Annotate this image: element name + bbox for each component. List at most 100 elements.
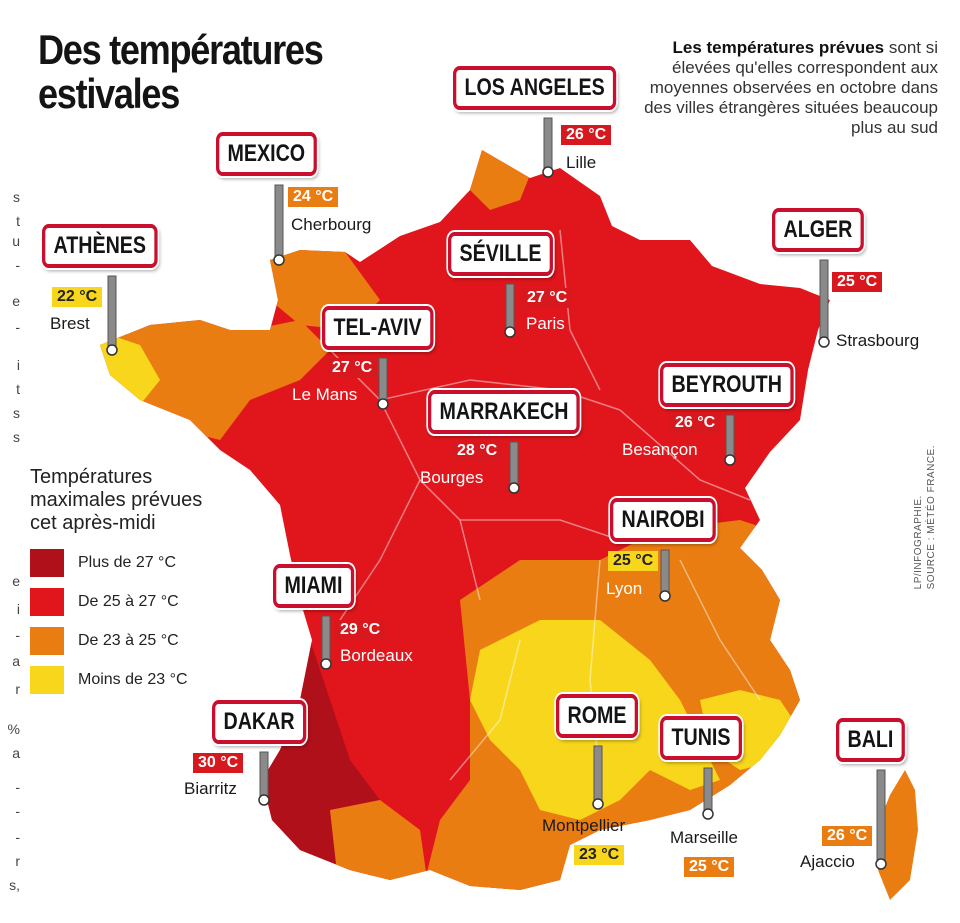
credit-line-1: LP/INFOGRAPHIE. bbox=[913, 495, 924, 590]
temp-badge-lyon: 25 °C bbox=[608, 551, 659, 571]
sign-marrakech: MARRAKECH bbox=[428, 390, 580, 434]
temp-badge-bordeaux: 29 °C bbox=[335, 620, 386, 640]
margin-fragment: s bbox=[13, 189, 20, 205]
city-label-montpellier: Montpellier bbox=[542, 816, 626, 835]
margin-fragment: t bbox=[16, 213, 20, 229]
sign-athenes: ATHÈNES bbox=[42, 224, 158, 268]
margin-fragment: s, bbox=[9, 877, 20, 893]
legend-label: Moins de 23 °C bbox=[78, 670, 188, 688]
margin-fragment: - bbox=[15, 257, 20, 273]
margin-fragment: e bbox=[12, 293, 20, 309]
temp-badge-bourges: 28 °C bbox=[452, 441, 503, 461]
city-label-brest: Brest bbox=[50, 314, 90, 333]
legend-swatch bbox=[30, 548, 64, 577]
legend-label: De 23 à 25 °C bbox=[78, 631, 179, 649]
sign-post bbox=[505, 283, 515, 331]
margin-fragment: - bbox=[15, 319, 20, 335]
city-label-cherbourg: Cherbourg bbox=[291, 215, 372, 234]
sign-post bbox=[509, 441, 519, 487]
temp-badge-le-mans: 27 °C bbox=[327, 358, 378, 378]
margin-fragment: t bbox=[16, 381, 20, 397]
sign-posts bbox=[106, 117, 887, 870]
city-label-besancon: Besançon bbox=[622, 440, 698, 459]
temp-badge-paris: 27 °C bbox=[522, 288, 573, 308]
legend-swatch bbox=[30, 665, 64, 694]
city-location-dot bbox=[592, 798, 604, 810]
temp-badge-brest: 22 °C bbox=[52, 287, 103, 307]
sign-los-angeles: LOS ANGELES bbox=[453, 66, 617, 110]
temp-badge-ajaccio: 26 °C bbox=[822, 826, 873, 846]
source-credit: LP/INFOGRAPHIE. SOURCE : MÉTÉO FRANCE. bbox=[912, 445, 938, 589]
margin-fragment: u bbox=[12, 233, 20, 249]
city-location-dot bbox=[702, 808, 714, 820]
legend-label: De 25 à 27 °C bbox=[78, 592, 179, 610]
city-label-bourges: Bourges bbox=[420, 468, 484, 487]
margin-fragment: - bbox=[15, 627, 20, 643]
legend-label: Plus de 27 °C bbox=[78, 553, 177, 571]
temp-badge-strasbourg: 25 °C bbox=[832, 272, 883, 292]
city-location-dot bbox=[320, 658, 332, 670]
margin-fragment: r bbox=[15, 853, 20, 869]
sign-miami: MIAMI bbox=[273, 564, 354, 608]
page-title: Des températures estivales bbox=[38, 26, 324, 117]
city-label-paris: Paris bbox=[526, 314, 565, 333]
margin-fragment: - bbox=[15, 779, 20, 795]
city-label-bordeaux: Bordeaux bbox=[340, 646, 413, 665]
city-label-lyon: Lyon bbox=[606, 579, 643, 598]
margin-fragment: s bbox=[13, 429, 20, 445]
city-location-dot bbox=[377, 398, 389, 410]
margin-fragment: r bbox=[15, 681, 20, 697]
sign-post bbox=[819, 259, 829, 341]
city-label-strasbourg: Strasbourg bbox=[836, 331, 920, 350]
legend-title: Températures maximales prévues cet après… bbox=[30, 466, 203, 534]
legend-item: Plus de 27 °C bbox=[30, 543, 250, 582]
city-label-le-mans: Le Mans bbox=[292, 385, 358, 404]
sign-dakar: DAKAR bbox=[212, 700, 307, 744]
sign-bali: BALI bbox=[836, 718, 905, 762]
temp-badge-marseille: 25 °C bbox=[684, 857, 735, 877]
margin-fragment: - bbox=[15, 829, 20, 845]
margin-fragment: a bbox=[12, 653, 20, 669]
sign-post bbox=[876, 769, 886, 863]
credit-line-2: SOURCE : MÉTÉO FRANCE. bbox=[926, 445, 937, 590]
margin-fragment: e bbox=[12, 573, 20, 589]
sign-alger: ALGER bbox=[772, 208, 864, 252]
sign-rome: ROME bbox=[556, 694, 638, 738]
sign-tunis: TUNIS bbox=[660, 716, 742, 760]
temp-badge-biarritz: 30 °C bbox=[193, 753, 244, 773]
sign-post bbox=[543, 117, 553, 171]
sign-post bbox=[259, 751, 269, 799]
temp-badge-montpellier: 23 °C bbox=[574, 845, 625, 865]
city-location-dot bbox=[875, 858, 887, 870]
city-label-ajaccio: Ajaccio bbox=[800, 852, 855, 871]
temp-badge-besancon: 26 °C bbox=[670, 413, 721, 433]
sign-post bbox=[703, 767, 713, 813]
sign-post bbox=[660, 549, 670, 595]
city-location-dot bbox=[724, 454, 736, 466]
sign-post bbox=[378, 357, 388, 403]
city-location-dot bbox=[504, 326, 516, 338]
legend-item: De 25 à 27 °C bbox=[30, 582, 250, 621]
city-location-dot bbox=[659, 590, 671, 602]
margin-fragment: i bbox=[16, 601, 20, 617]
city-location-dot bbox=[258, 794, 270, 806]
margin-fragment: i bbox=[16, 357, 20, 373]
margin-fragment: - bbox=[15, 803, 20, 819]
legend-item: Moins de 23 °C bbox=[30, 660, 250, 699]
legend-swatch bbox=[30, 626, 64, 655]
legend-item: De 23 à 25 °C bbox=[30, 621, 250, 660]
margin-fragment: a bbox=[12, 745, 20, 761]
temp-badge-lille: 26 °C bbox=[561, 125, 612, 145]
intro-rest: sont si élevées qu'elles correspondent a… bbox=[644, 38, 938, 137]
sign-mexico: MEXICO bbox=[216, 132, 317, 176]
city-location-dot bbox=[542, 166, 554, 178]
sign-beyrouth: BEYROUTH bbox=[660, 363, 794, 407]
legend: Températures maximales prévues cet après… bbox=[30, 466, 250, 699]
sign-tel-aviv: TEL-AVIV bbox=[322, 306, 434, 350]
intro-lead: Les températures prévues bbox=[672, 38, 885, 57]
sign-post bbox=[321, 615, 331, 663]
legend-swatch bbox=[30, 587, 64, 616]
city-location-dot bbox=[508, 482, 520, 494]
